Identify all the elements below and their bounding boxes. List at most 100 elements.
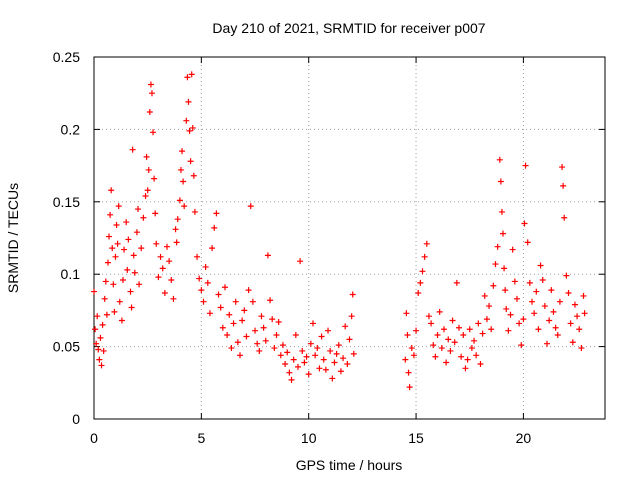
data-point bbox=[434, 332, 441, 339]
data-point bbox=[417, 279, 424, 286]
y-axis-tick-labels: 0 0.05 0.1 0.15 0.2 0.25 bbox=[53, 49, 80, 427]
data-point bbox=[522, 162, 529, 169]
data-point bbox=[237, 352, 243, 359]
data-point bbox=[458, 353, 465, 360]
data-point bbox=[288, 376, 295, 383]
data-point bbox=[177, 166, 184, 173]
data-point bbox=[428, 320, 435, 327]
data-point bbox=[159, 265, 166, 272]
data-point bbox=[173, 239, 180, 246]
data-point bbox=[172, 226, 179, 233]
data-point bbox=[161, 290, 168, 297]
data-point bbox=[320, 356, 327, 363]
data-point bbox=[496, 156, 503, 163]
data-point bbox=[546, 317, 553, 324]
data-point bbox=[526, 279, 533, 286]
data-point bbox=[516, 320, 523, 327]
data-point bbox=[521, 220, 528, 227]
data-point bbox=[312, 352, 319, 359]
data-point bbox=[548, 287, 555, 294]
data-point bbox=[518, 342, 525, 349]
data-point bbox=[256, 347, 263, 354]
data-point bbox=[502, 287, 509, 294]
data-point bbox=[147, 81, 154, 88]
data-point bbox=[247, 203, 254, 210]
data-point bbox=[99, 321, 106, 328]
data-point bbox=[513, 295, 520, 302]
data-point bbox=[451, 339, 458, 346]
data-point bbox=[421, 253, 428, 260]
data-point bbox=[503, 305, 510, 312]
data-point bbox=[200, 298, 207, 305]
data-point bbox=[299, 347, 306, 354]
data-point bbox=[403, 310, 410, 317]
data-point bbox=[468, 345, 475, 352]
data-point bbox=[430, 342, 437, 349]
data-point bbox=[104, 259, 111, 266]
data-point bbox=[462, 365, 469, 372]
data-point bbox=[111, 308, 118, 315]
data-point bbox=[537, 262, 544, 269]
data-point bbox=[294, 363, 301, 370]
data-point bbox=[423, 240, 430, 247]
data-point bbox=[166, 258, 173, 265]
data-point bbox=[198, 287, 205, 294]
data-point bbox=[230, 320, 237, 327]
data-point bbox=[456, 324, 462, 331]
data-point bbox=[221, 284, 228, 291]
data-point bbox=[183, 117, 190, 124]
data-point bbox=[202, 263, 209, 270]
y-tick-label: 0 bbox=[72, 411, 80, 427]
data-point bbox=[531, 310, 538, 317]
data-point bbox=[440, 326, 447, 333]
data-point bbox=[501, 265, 508, 272]
y-tick-label: 0.05 bbox=[53, 339, 80, 355]
data-point bbox=[327, 347, 334, 354]
data-point bbox=[107, 211, 114, 218]
data-point bbox=[473, 352, 480, 359]
data-point bbox=[131, 269, 138, 276]
data-point bbox=[196, 275, 203, 282]
data-point bbox=[282, 360, 289, 367]
data-point bbox=[410, 352, 417, 359]
data-point bbox=[552, 324, 559, 331]
data-point bbox=[93, 340, 100, 347]
data-point bbox=[114, 240, 121, 247]
data-point bbox=[151, 175, 158, 182]
data-point bbox=[483, 316, 490, 323]
data-point bbox=[110, 281, 117, 288]
data-point bbox=[92, 326, 99, 333]
data-point bbox=[138, 245, 145, 252]
data-point bbox=[226, 311, 233, 318]
data-point bbox=[556, 298, 563, 305]
data-point bbox=[539, 276, 546, 283]
grid-lines bbox=[94, 57, 605, 419]
data-point bbox=[112, 253, 119, 260]
data-point bbox=[170, 295, 177, 302]
data-point bbox=[497, 178, 504, 185]
data-point bbox=[559, 164, 566, 171]
data-point bbox=[121, 246, 128, 253]
data-point bbox=[142, 193, 149, 200]
data-point bbox=[123, 219, 130, 226]
data-point bbox=[541, 303, 548, 310]
data-point bbox=[228, 345, 235, 352]
data-point bbox=[264, 252, 271, 259]
data-point bbox=[438, 345, 445, 352]
data-point bbox=[279, 342, 286, 349]
data-point bbox=[275, 318, 282, 325]
data-point bbox=[249, 298, 256, 305]
data-point bbox=[511, 278, 518, 285]
data-point bbox=[184, 74, 191, 81]
data-point bbox=[554, 332, 561, 339]
data-point bbox=[505, 327, 512, 334]
data-point bbox=[404, 332, 411, 339]
data-point bbox=[187, 158, 194, 165]
data-point bbox=[331, 359, 338, 366]
data-point bbox=[153, 240, 160, 247]
data-point bbox=[245, 287, 252, 294]
data-point bbox=[94, 313, 101, 320]
data-point bbox=[174, 216, 181, 223]
data-point bbox=[106, 233, 113, 240]
